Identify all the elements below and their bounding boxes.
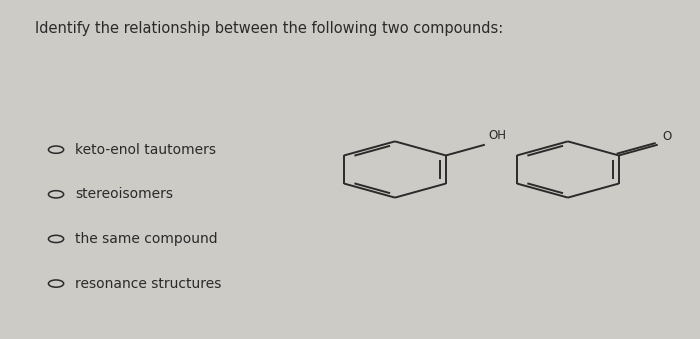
Text: Identify the relationship between the following two compounds:: Identify the relationship between the fo… (35, 21, 503, 36)
Text: O: O (662, 130, 671, 143)
Text: OH: OH (489, 129, 506, 142)
Text: keto-enol tautomers: keto-enol tautomers (76, 143, 216, 157)
Text: the same compound: the same compound (76, 232, 218, 246)
Text: resonance structures: resonance structures (76, 277, 222, 291)
Text: stereoisomers: stereoisomers (76, 187, 174, 201)
